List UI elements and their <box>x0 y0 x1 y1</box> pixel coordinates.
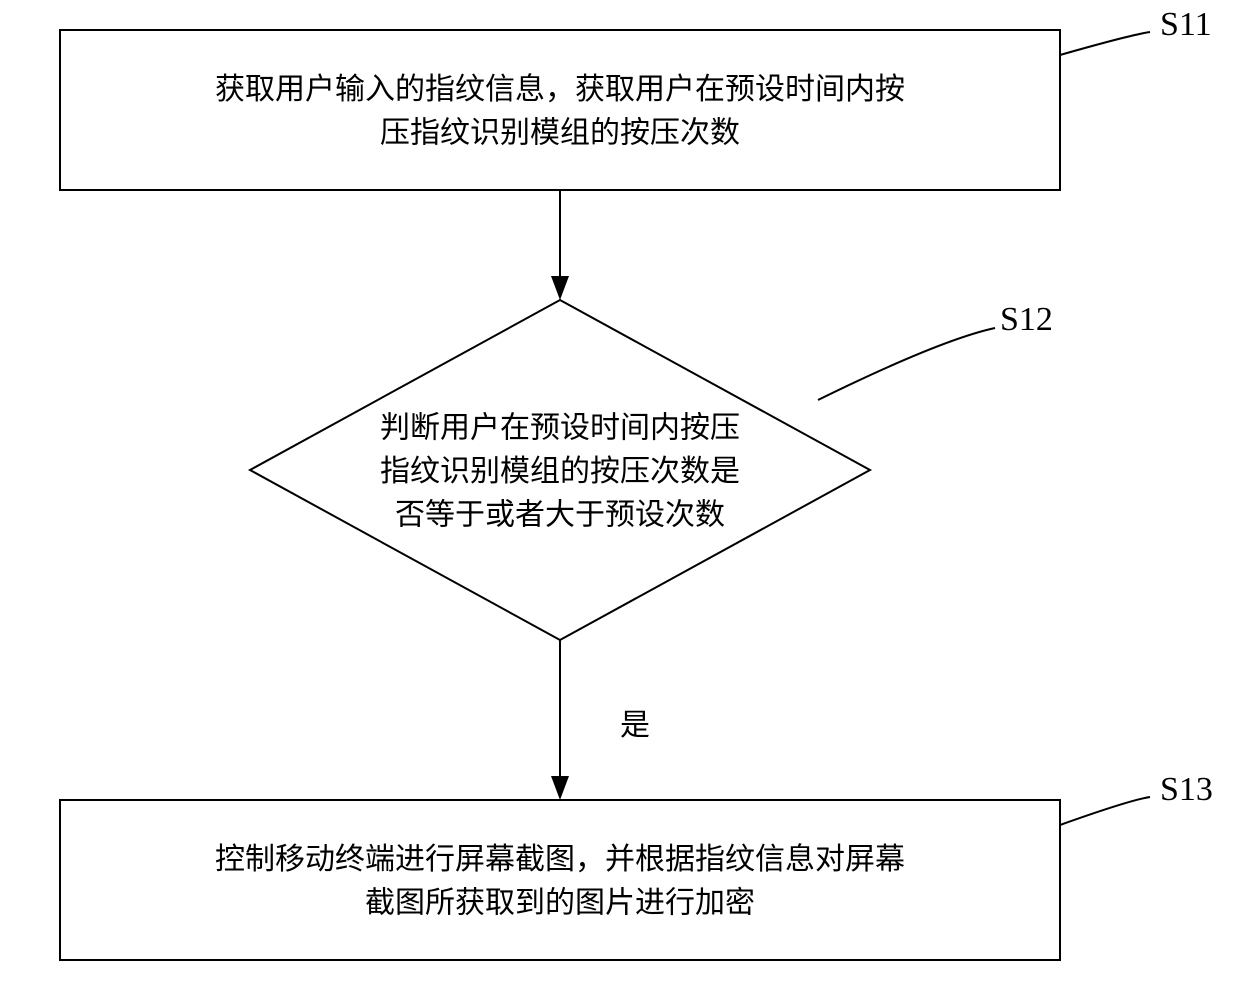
step-label: S13 <box>1160 771 1213 808</box>
step-label: S12 <box>1000 301 1053 338</box>
node-s11 <box>60 30 1060 190</box>
node-text-line: 控制移动终端进行屏幕截图，并根据指纹信息对屏幕 <box>215 843 905 876</box>
node-text-line: 否等于或者大于预设次数 <box>395 498 725 531</box>
node-text-line: 截图所获取到的图片进行加密 <box>365 887 755 920</box>
node-s13 <box>60 800 1060 960</box>
step-label: S11 <box>1160 6 1212 43</box>
node-text-line: 压指纹识别模组的按压次数 <box>380 117 740 150</box>
node-text-line: 获取用户输入的指纹信息，获取用户在预设时间内按 <box>215 73 905 106</box>
node-text-line: 指纹识别模组的按压次数是 <box>380 455 740 488</box>
edge-label: 是 <box>620 709 650 742</box>
node-text-line: 判断用户在预设时间内按压 <box>380 411 740 444</box>
